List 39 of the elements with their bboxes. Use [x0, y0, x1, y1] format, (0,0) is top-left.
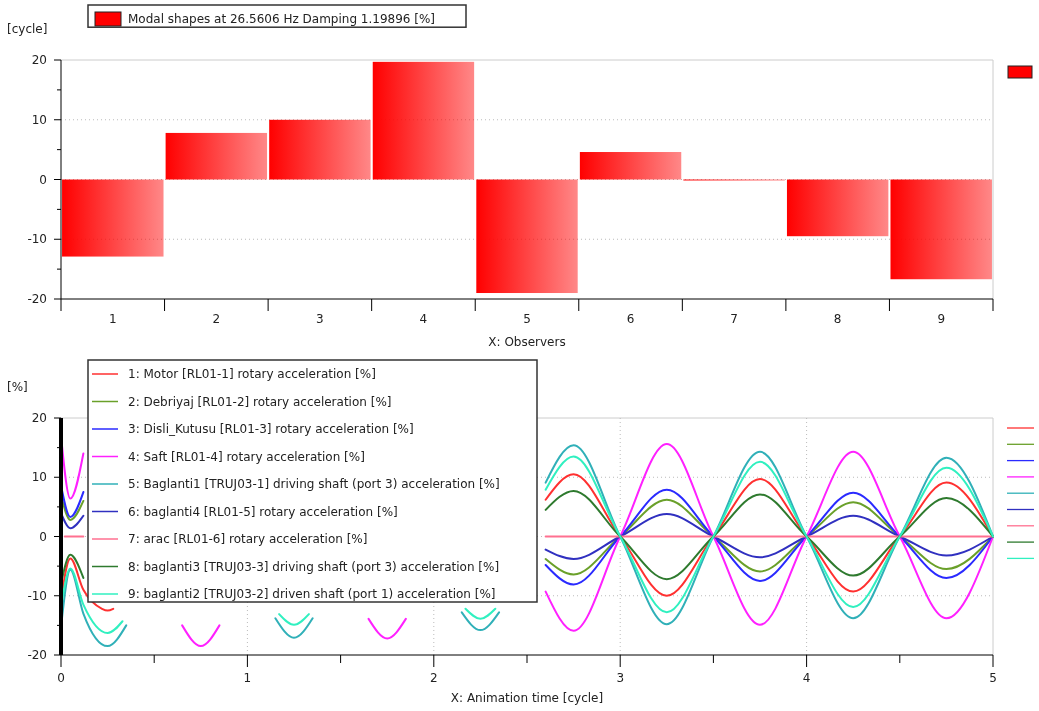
legend-label: 2: Debriyaj [RL01-2] rotary acceleration [%] — [128, 394, 392, 409]
y-tick-label: 20 — [31, 411, 47, 426]
x-tick-label: 5 — [989, 671, 997, 685]
y-tick-label: -20 — [27, 292, 47, 307]
x-tick-label: 6 — [626, 312, 635, 326]
y-tick-label: 20 — [31, 53, 47, 68]
y-tick-label: 10 — [31, 470, 47, 485]
legend-label: 9: baglanti2 [TRUJ03-2] driven shaft (port 1) acceleration [%] — [128, 587, 496, 602]
legend-label: 4: Saft [RL01-4] rotary acceleration [%] — [128, 449, 365, 464]
x-tick-label: 1 — [243, 671, 252, 685]
x-tick-label: 3 — [616, 671, 625, 685]
y-tick-label: -20 — [27, 648, 47, 663]
x-tick-label: 7 — [730, 312, 738, 326]
y-tick-label: 0 — [39, 529, 47, 544]
series-label: 7: arac [RL01-6] rotary acceleration [%] — [128, 532, 368, 547]
x-tick-label: 2 — [212, 312, 221, 326]
x-axis-title: X: Animation time [cycle] — [450, 691, 604, 705]
x-axis-title: X: Observers — [488, 335, 566, 349]
x-tick-label: 8 — [833, 312, 842, 326]
x-tick-label: 5 — [523, 312, 531, 326]
y-axis-title: [%] — [7, 380, 28, 394]
y-tick-label: 0 — [39, 172, 47, 187]
legend-label: 1: Motor [RL01-1] rotary acceleration [%] — [128, 367, 376, 382]
x-tick-label: 0 — [57, 671, 65, 685]
legend-label: Modal shapes at 26.5606 Hz Damping 1.19896 [%] — [128, 12, 436, 27]
legend-label: 8: baglanti3 [TRUJ03-3] driving shaft (port 3) acceleration [%] — [128, 559, 500, 574]
x-tick-label: 2 — [429, 671, 438, 685]
legend-label: 3: Disli_Kutusu [RL01-3] rotary acceleration [%] — [128, 422, 414, 437]
x-tick-label: 9 — [937, 312, 946, 326]
legend-label: 6: baglanti4 [RL01-5] rotary acceleration [%] — [128, 504, 398, 519]
y-tick-label: -10 — [27, 588, 47, 603]
x-tick-label: 4 — [419, 312, 428, 326]
y-tick-label: -10 — [27, 232, 47, 247]
x-tick-label: 1 — [108, 312, 117, 326]
y-tick-label: 10 — [31, 112, 47, 127]
x-tick-label: 4 — [802, 671, 811, 685]
legend-label: 5: Baglanti1 [TRUJ03-1] driving shaft (port 3) acceleration [%] — [128, 477, 500, 492]
y-axis-title: [cycle] — [7, 22, 48, 36]
x-tick-label: 3 — [316, 312, 324, 326]
